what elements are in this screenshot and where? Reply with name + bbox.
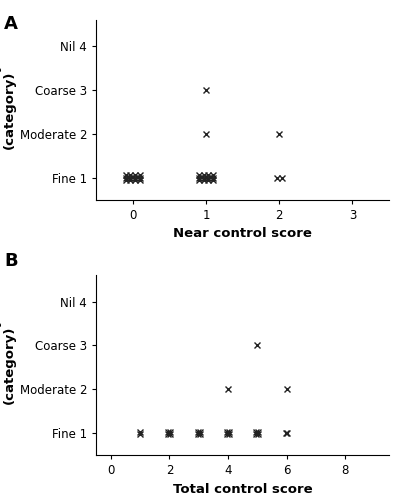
- Y-axis label: Stereoacuity
(category): Stereoacuity (category): [0, 318, 16, 413]
- Text: B: B: [4, 252, 18, 270]
- Text: A: A: [4, 15, 18, 33]
- X-axis label: Total control score: Total control score: [173, 482, 312, 496]
- Y-axis label: Stereoacuity
(category): Stereoacuity (category): [0, 62, 16, 158]
- X-axis label: Near control score: Near control score: [173, 228, 312, 240]
